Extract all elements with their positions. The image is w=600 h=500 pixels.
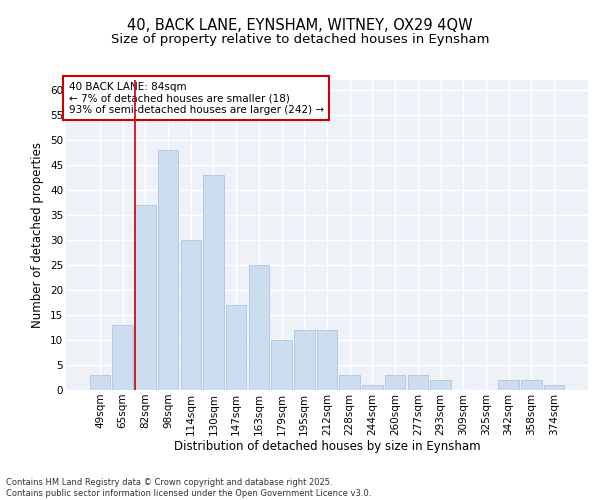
Bar xyxy=(203,175,224,390)
Bar xyxy=(544,385,564,390)
Bar xyxy=(407,375,428,390)
Bar xyxy=(521,380,542,390)
Y-axis label: Number of detached properties: Number of detached properties xyxy=(31,142,44,328)
Bar xyxy=(317,330,337,390)
Bar xyxy=(385,375,406,390)
Bar xyxy=(181,240,201,390)
Bar xyxy=(362,385,383,390)
Bar xyxy=(430,380,451,390)
Text: Size of property relative to detached houses in Eynsham: Size of property relative to detached ho… xyxy=(111,32,489,46)
Text: 40 BACK LANE: 84sqm
← 7% of detached houses are smaller (18)
93% of semi-detache: 40 BACK LANE: 84sqm ← 7% of detached hou… xyxy=(68,82,324,115)
Bar xyxy=(158,150,178,390)
Bar xyxy=(90,375,110,390)
Bar xyxy=(294,330,314,390)
Bar xyxy=(226,305,247,390)
Bar xyxy=(135,205,155,390)
Bar xyxy=(499,380,519,390)
Bar xyxy=(112,325,133,390)
Text: 40, BACK LANE, EYNSHAM, WITNEY, OX29 4QW: 40, BACK LANE, EYNSHAM, WITNEY, OX29 4QW xyxy=(127,18,473,32)
Bar xyxy=(271,340,292,390)
Text: Contains HM Land Registry data © Crown copyright and database right 2025.
Contai: Contains HM Land Registry data © Crown c… xyxy=(6,478,371,498)
Bar xyxy=(340,375,360,390)
X-axis label: Distribution of detached houses by size in Eynsham: Distribution of detached houses by size … xyxy=(173,440,481,454)
Bar xyxy=(248,265,269,390)
